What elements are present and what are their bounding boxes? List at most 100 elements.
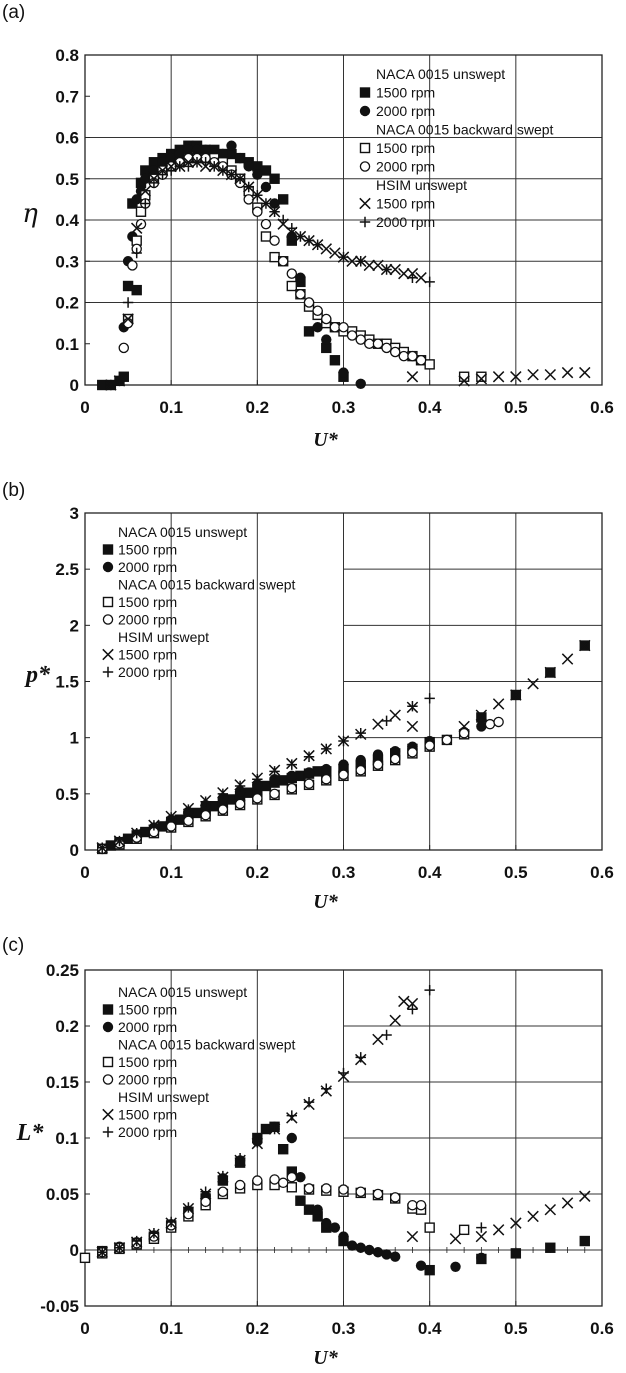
data-point — [148, 177, 160, 189]
x-tick-label: 0 — [80, 1319, 89, 1338]
data-point — [338, 321, 349, 333]
data-point — [140, 826, 151, 838]
legend-marker — [102, 1074, 114, 1085]
y-tick-label: 0.5 — [55, 785, 79, 804]
series-cross — [105, 156, 591, 391]
x-tick-label: 0 — [80, 398, 89, 417]
data-point — [346, 1240, 358, 1251]
data-point — [381, 264, 392, 275]
data-point — [303, 326, 315, 337]
x-tick-label: 0.1 — [159, 863, 183, 882]
data-point — [510, 1217, 522, 1229]
x-tick-label: 0.1 — [159, 398, 183, 417]
data-point — [510, 371, 522, 383]
data-point — [183, 804, 194, 815]
data-point — [476, 721, 487, 732]
legend-header: NACA 0015 unswept — [118, 524, 247, 540]
data-point — [424, 276, 435, 288]
data-point — [286, 223, 297, 234]
series-plus — [105, 157, 435, 391]
data-point — [200, 1196, 211, 1208]
data-point — [140, 173, 151, 184]
legend-entry: 2000 rpm — [118, 1019, 177, 1035]
legend-marker — [102, 596, 114, 608]
data-point — [131, 194, 142, 205]
data-point — [243, 161, 254, 172]
data-point — [183, 144, 194, 156]
data-point — [312, 322, 323, 333]
data-point — [127, 198, 138, 209]
data-point — [114, 375, 125, 387]
data-point — [303, 1183, 315, 1194]
data-point — [329, 1222, 341, 1233]
data-point — [286, 1166, 297, 1177]
data-point — [355, 1052, 366, 1063]
y-tick-label: 0.5 — [55, 170, 79, 189]
legend-marker — [359, 216, 371, 228]
data-point — [424, 984, 435, 996]
legend-entry: 1500 rpm — [118, 594, 177, 610]
data-point — [303, 778, 315, 789]
legend-entry: 2000 rpm — [118, 1072, 177, 1088]
data-point — [321, 313, 332, 325]
data-point — [165, 152, 177, 164]
data-point — [260, 165, 272, 176]
data-point — [269, 766, 280, 777]
data-point — [105, 379, 117, 391]
legend-entry: 1500 rpm — [118, 542, 177, 558]
data-point — [312, 1211, 323, 1222]
data-point — [295, 1195, 306, 1206]
data-point — [510, 1248, 522, 1259]
x-axis-label: U* — [313, 1347, 338, 1369]
y-tick-label: 0.1 — [55, 335, 79, 354]
data-point — [372, 749, 384, 760]
x-tick-label: 0.2 — [246, 398, 270, 417]
series-open-circle — [96, 716, 504, 855]
data-point — [217, 165, 229, 176]
legend-entry: 1500 rpm — [376, 196, 435, 212]
data-point — [338, 735, 349, 747]
data-point — [321, 342, 332, 354]
data-point — [398, 995, 410, 1008]
legend-entry: 2000 rpm — [376, 103, 435, 119]
legend-marker — [102, 1021, 114, 1033]
x-tick-label: 0.4 — [418, 863, 442, 882]
x-tick-label: 0.3 — [332, 1319, 356, 1338]
legend-marker — [359, 87, 371, 98]
x-tick-label: 0.2 — [246, 863, 270, 882]
data-point — [492, 371, 505, 383]
data-point — [389, 1192, 401, 1203]
data-point — [424, 359, 435, 370]
data-point — [286, 1110, 297, 1121]
legend-header: HSIM unswept — [118, 629, 209, 645]
legend-entry: 1500 rpm — [376, 140, 435, 156]
data-point — [338, 1231, 349, 1242]
data-point — [277, 255, 289, 267]
data-point — [406, 1230, 419, 1243]
x-tick-label: 0.3 — [332, 863, 356, 882]
data-point — [476, 1222, 487, 1233]
data-point — [295, 231, 306, 242]
data-point — [252, 1175, 263, 1186]
data-point — [183, 161, 194, 172]
y-tick-label: 0.6 — [55, 129, 79, 148]
y-tick-label: 0.2 — [55, 1017, 79, 1036]
x-tick-label: 0.1 — [159, 1319, 183, 1338]
data-point — [407, 350, 418, 362]
data-point — [105, 840, 117, 851]
data-point — [372, 1247, 384, 1258]
data-point — [295, 272, 306, 283]
x-tick-label: 0 — [80, 863, 89, 882]
data-point — [321, 743, 332, 755]
data-point — [243, 194, 254, 205]
legend-marker — [359, 142, 371, 154]
data-point — [561, 366, 574, 379]
legend-entry: 2000 rpm — [118, 612, 177, 628]
data-point — [252, 161, 263, 172]
data-point — [252, 779, 263, 791]
data-point — [415, 354, 427, 366]
data-point — [579, 639, 591, 652]
data-point — [338, 1184, 349, 1195]
